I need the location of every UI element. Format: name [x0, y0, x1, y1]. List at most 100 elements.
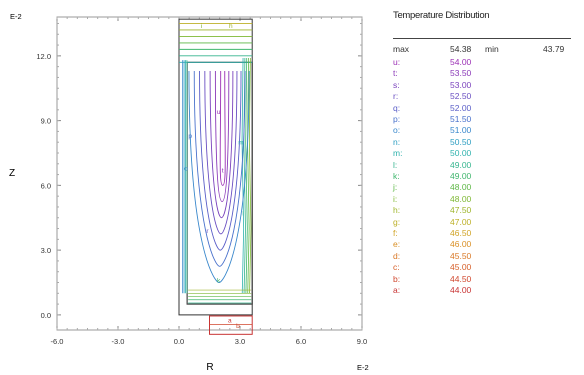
legend-divider — [393, 38, 571, 39]
level-letter: s: — [393, 79, 400, 90]
x-tick-label: 0.0 — [174, 337, 184, 346]
level-letter: l: — [393, 159, 398, 170]
level-value: 52.00 — [450, 102, 472, 113]
level-value: 48.00 — [450, 182, 472, 193]
level-letter: j: — [393, 182, 398, 193]
contour-level-label: i — [201, 23, 202, 30]
plot-frame — [56, 16, 363, 331]
x-tick-label: 3.0 — [235, 337, 245, 346]
level-letter: o: — [393, 125, 401, 136]
legend-level-row: g: 47.00 — [393, 217, 513, 227]
contour-level-label: b — [236, 323, 240, 330]
legend-level-row: n: 50.50 — [393, 137, 513, 147]
y-tick-label: 12.0 — [36, 52, 51, 61]
contour-level-label: r — [206, 228, 209, 235]
y-tick-label: 3.0 — [41, 246, 51, 255]
level-value: 45.00 — [450, 262, 472, 273]
level-value: 51.50 — [450, 114, 472, 124]
legend-level-row: p: 51.50 — [393, 114, 513, 124]
y-tick-label: 9.0 — [41, 117, 51, 126]
outer-wall — [178, 18, 253, 316]
legend-level-row: c: 45.00 — [393, 262, 513, 272]
level-letter: r: — [393, 91, 399, 102]
wall-contour — [245, 58, 248, 294]
min-value: 43.79 — [543, 44, 565, 54]
x-tick-label: 6.0 — [296, 337, 306, 346]
level-letter: e: — [393, 239, 401, 250]
level-value: 47.00 — [450, 216, 472, 227]
level-letter: t: — [393, 68, 398, 79]
contour-lines: u t r p o m l i h k ab — [179, 23, 253, 330]
legend-level-row: l: 49.00 — [393, 160, 513, 170]
core-contour — [199, 70, 242, 251]
level-value: 49.00 — [450, 159, 472, 170]
legend-level-row: o: 51.00 — [393, 125, 513, 135]
level-letter: c: — [393, 262, 400, 273]
wall-contour — [248, 58, 252, 294]
legend-level-row: d: 45.50 — [393, 251, 513, 261]
level-value: 51.00 — [450, 125, 472, 136]
level-value: 46.50 — [450, 228, 472, 238]
y-scale-label: E-2 — [10, 12, 22, 21]
contour-level-label: h — [229, 23, 233, 30]
legend-level-row: s: 53.00 — [393, 80, 513, 90]
max-label: max — [393, 44, 410, 54]
level-letter: f: — [393, 228, 398, 238]
x-scale-label: E-2 — [357, 363, 369, 372]
x-axis-label: R — [206, 362, 213, 373]
axis-ticks: -6.0 -3.0 0.0 3.0 6.0 9.0 0.0 3.0 6.0 9.0 12.0 — [36, 17, 367, 346]
x-tick-label: -6.0 — [51, 337, 64, 346]
level-letter: q: — [393, 102, 401, 113]
core-contour — [188, 70, 250, 283]
level-value: 48.00 — [450, 193, 472, 204]
contour-level-label: u — [217, 109, 221, 116]
level-letter: u: — [393, 57, 401, 67]
level-letter: i: — [393, 193, 398, 204]
legend-panel: Temperature Distribution max 54.38 min 4… — [393, 0, 584, 375]
level-letter: n: — [393, 136, 401, 147]
core-contour — [219, 70, 226, 186]
core-contour — [204, 70, 238, 235]
level-value: 44.50 — [450, 273, 472, 284]
y-axis-label: Z — [9, 168, 15, 179]
y-tick-label: 6.0 — [41, 181, 51, 190]
legend-level-row: t: 53.50 — [393, 68, 513, 78]
legend-level-row: a: 44.00 — [393, 285, 513, 295]
contour-level-label: o — [184, 165, 188, 172]
contour-plot: -6.0 -3.0 0.0 3.0 6.0 9.0 0.0 3.0 6.0 9.0 12.0 u t r… — [9, 12, 369, 373]
contour-level-label: p — [188, 133, 192, 140]
contour-level-label: m — [238, 139, 243, 146]
contour-level-label: a — [228, 317, 232, 324]
legend-level-row: f: 46.50 — [393, 228, 513, 238]
level-letter: g: — [393, 216, 401, 227]
level-value: 46.00 — [450, 239, 472, 250]
level-value: 44.00 — [450, 285, 472, 295]
wall-contour — [241, 58, 245, 294]
legend-level-row: i: 48.00 — [393, 194, 513, 204]
x-tick-label: 9.0 — [357, 337, 367, 346]
level-value: 53.50 — [450, 68, 472, 79]
base-plate — [209, 315, 253, 335]
x-tick-label: -3.0 — [112, 337, 125, 346]
contour-level-label: l — [242, 211, 244, 218]
y-tick-label: 0.0 — [41, 311, 51, 320]
level-letter: b: — [393, 273, 401, 284]
level-value: 50.50 — [450, 136, 472, 147]
chart-title: Temperature Distribution — [393, 10, 490, 21]
wall-contour — [247, 58, 250, 294]
core-contour — [209, 70, 234, 219]
core-contour — [193, 70, 246, 267]
level-value: 47.50 — [450, 205, 472, 216]
legend-level-row: r: 52.50 — [393, 91, 513, 101]
legend-level-row: h: 47.50 — [393, 205, 513, 215]
level-value: 52.50 — [450, 91, 472, 102]
legend-level-row: u: 54.00 — [393, 57, 513, 67]
level-letter: d: — [393, 250, 401, 261]
legend-level-row: b: 44.50 — [393, 274, 513, 284]
level-letter: h: — [393, 205, 401, 216]
legend-level-row: k: 49.00 — [393, 171, 513, 181]
level-letter: a: — [393, 285, 401, 295]
level-letter: p: — [393, 114, 401, 124]
min-label: min — [485, 44, 499, 54]
level-value: 53.00 — [450, 79, 472, 90]
